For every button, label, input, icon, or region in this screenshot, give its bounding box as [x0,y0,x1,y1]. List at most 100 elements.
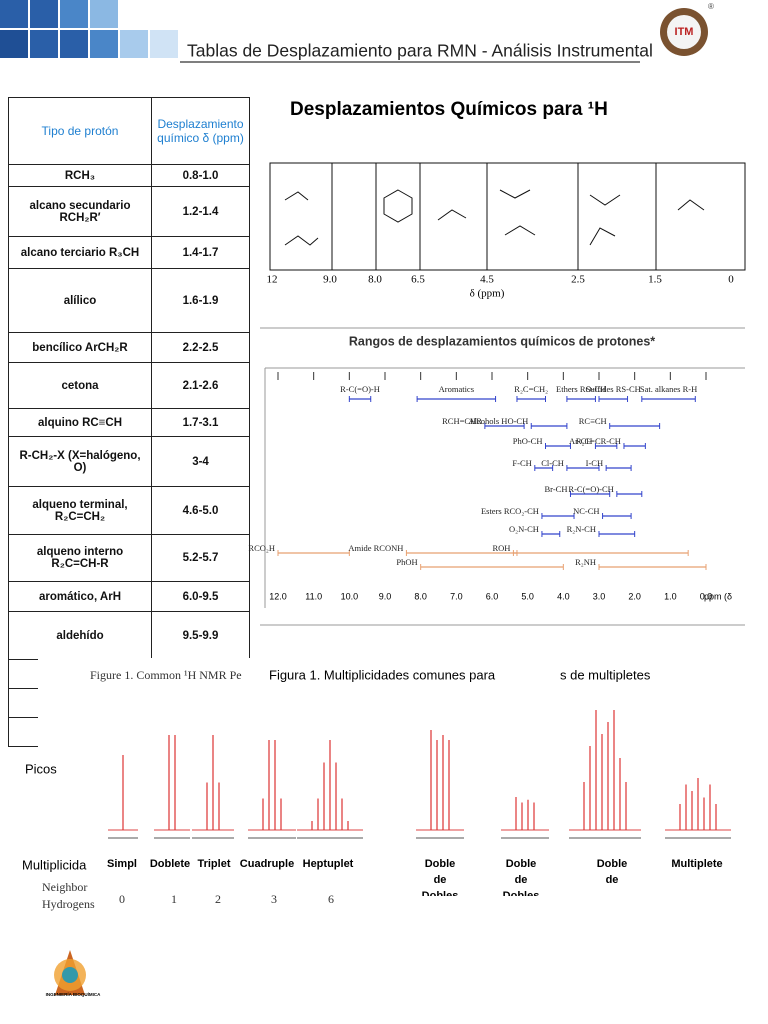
logo-mark: ® [708,2,714,11]
proton-type: alcano terciario R₃CH [8,236,152,269]
shift-range: 2.1-2.6 [151,362,250,409]
row-label: Multiplicida [22,857,87,872]
table-row: alquino RC≡CH 1.7-3.1 [8,408,250,437]
neighbor-count: 6 [328,892,334,906]
peaks-label: Picos [25,761,57,776]
multiplicity-name: Cuadruple [240,858,294,870]
axis-tick-label: 9.0 [323,274,337,286]
range-label: I-CH [586,458,603,468]
shift-range: 3-4 [151,436,250,487]
proton-type: alquino RC≡CH [8,408,152,437]
axis-label: δ (ppm) [470,288,505,300]
range-label: PhO-CH [513,436,543,446]
multiplicity-name: Multiplete [671,858,722,870]
proton-type: alcano secundario RCH₂R′ [8,186,152,237]
shift-range: 1.4-1.7 [151,236,250,269]
axis-label: ppm (δ [704,591,732,601]
range-label: Sulfides RS-CH [586,384,641,394]
tick-label: 2.0 [628,591,641,601]
range-label: R₂C=CH₂ [514,384,548,394]
h1-figure [269,162,746,271]
logo-text: ITM [675,26,694,38]
caption-en: Figure 1. Common ¹H NMR Pe [90,668,242,682]
range-label: R-C(=O)-CH [568,484,613,494]
range-label: RCO₂H [248,543,275,553]
shift-range: 6.0-9.5 [151,581,250,612]
tick-label: 5.0 [521,591,534,601]
ranges-title: Rangos de desplazamientos químicos de pr… [349,334,655,348]
neighbor-count: 0 [119,892,125,906]
shift-range: 1.2-1.4 [151,186,250,237]
tick-label: 9.0 [379,591,392,601]
caption-es: Figura 1. Multiplicidades comunes para [269,667,496,682]
caption-mask [262,664,542,686]
range-label: RC≡CH [579,416,607,426]
tick-label: 0.0 [700,591,713,601]
axis-tick-label: 0 [728,274,734,286]
neighbor-count: 3 [271,892,277,906]
range-label: Br-CH [544,484,567,494]
range-label: Sat. alkanes R-H [640,384,697,394]
caption-tail: s de multipletes [560,667,651,682]
range-label: F-CH [512,458,531,468]
tick-label: 3.0 [593,591,606,601]
tick-label: 1.0 [664,591,677,601]
neighbor-count: 2 [215,892,221,906]
proton-type: bencílico ArCH₂R [8,332,152,363]
range-label: Ethers RO-CH [556,384,606,394]
range-label: PhOH [396,557,417,567]
header-logo: ITM ® [660,2,714,56]
proton-type: cetona [8,362,152,409]
range-label: Esters RCO₂-CH [481,506,539,516]
table-header: Tipo de protón [8,97,152,165]
tick-label: 12.0 [269,591,287,601]
clip-mask [400,896,650,916]
range-label: Ar-CH [569,436,592,446]
shift-range: 2.2-2.5 [151,332,250,363]
range-label: R₂C=CR-CH [576,436,621,446]
header-tiles [0,0,178,58]
footer-logo: INGENIERÍA BIOQUÍMICA [46,950,102,997]
range-label: O₂N-CH [509,524,539,534]
shift-range: 4.6-5.0 [151,486,250,535]
footer-logo-text: INGENIERÍA BIOQUÍMICA [46,990,102,997]
axis-tick-label: 12 [267,274,278,286]
range-label: R-C(=O)-H [340,384,380,394]
proton-type: alqueno interno R₂C=CH-R [8,534,152,582]
table-row: cetona 2.1-2.6 [8,362,250,409]
proton-type: alqueno terminal, R₂C=CH₂ [8,486,152,535]
tick-label: 7.0 [450,591,463,601]
neighbor-count: 1 [171,892,177,906]
table-row: bencílico ArCH₂R 2.2-2.5 [8,332,250,363]
table-row: R-CH₂-X (X=halógeno, O) 3-4 [8,436,250,487]
table-row: RCH₃ 0.8-1.0 [8,164,250,187]
range-label: NC-CH [573,506,599,516]
axis-tick-label: 2.5 [571,274,585,286]
multiplicity-name: Simpl [107,858,137,870]
axis-tick-label: 8.0 [368,274,382,286]
table-row: alcano secundario RCH₂R′ 1.2-1.4 [8,186,250,237]
tick-label: 10.0 [341,591,359,601]
tick-label: 11.0 [305,591,322,601]
shift-range: 9.5-9.9 [151,611,250,660]
multiplicity-name: Doble de [597,858,628,886]
figure-title: Desplazamientos Químicos para ¹H [290,99,608,120]
range-label: ROH [492,543,510,553]
range-label: Cl-CH [541,458,564,468]
range-label: RCH=CHR [442,416,482,426]
tick-label: 4.0 [557,591,570,601]
range-label: R₂NH [575,557,596,567]
axis-tick-label: 1.5 [648,274,662,286]
range-label: Amide RCONH [348,543,403,553]
multiplicity-panel [38,658,745,912]
table-row: alqueno terminal, R₂C=CH₂ 4.6-5.0 [8,486,250,535]
multiplicity-name: Doblete [150,858,190,870]
proton-type: R-CH₂-X (X=halógeno, O) [8,436,152,487]
header-title: Tablas de Desplazamiento para RMN - Anál… [187,41,653,61]
table-row: alílico 1.6-1.9 [8,268,250,333]
table-header: Desplazamiento químico δ (ppm) [151,97,250,165]
multiplicity-name: Triplet [197,858,230,870]
tick-label: 8.0 [414,591,427,601]
